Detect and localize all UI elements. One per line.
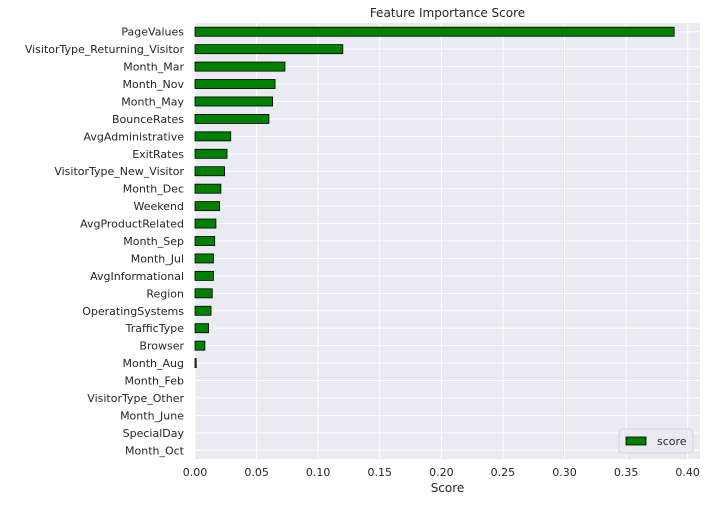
y-tick-label: AvgInformational: [90, 270, 184, 283]
x-tick-label: 0.30: [552, 466, 577, 479]
x-tick-labels: 0.00 0.05 0.10 0.15 0.20 0.25 0.30 0.35 0.40: [183, 466, 700, 479]
x-tick-label: 0.25: [491, 466, 516, 479]
bar-month-sep: [194, 236, 216, 246]
y-tick-label: BounceRates: [112, 113, 184, 126]
x-tick-label: 0.35: [614, 466, 639, 479]
legend-box: [618, 428, 694, 454]
bar-month-mar: [194, 61, 286, 72]
y-tick-label: OperatingSystems: [82, 305, 184, 318]
bar-pagevalues: [194, 26, 675, 37]
y-tick-label: Month_Sep: [123, 235, 184, 248]
y-tick-label: Month_Jul: [131, 252, 184, 265]
y-tick-label: Month_Mar: [123, 61, 184, 74]
legend-swatch: [625, 436, 647, 446]
bars: [194, 26, 675, 369]
y-tick-label: Month_Dec: [123, 183, 184, 196]
bar-traffictype: [194, 323, 209, 334]
y-tick-label: Month_Oct: [125, 444, 185, 457]
bar-browser: [194, 340, 206, 351]
bar-avginformational: [194, 270, 214, 281]
bar-region: [194, 288, 213, 299]
chart-title: Feature Importance Score: [370, 6, 525, 20]
bar-visitortype-returning-visitor: [194, 44, 344, 55]
x-tick-label: 0.05: [244, 466, 269, 479]
y-tick-label: Region: [146, 287, 184, 300]
legend-entry-score: score: [657, 435, 687, 448]
bar-exitrates: [194, 148, 228, 159]
bar-avgproductrelated: [194, 218, 217, 229]
y-tick-label: VisitorType_Returning_Visitor: [25, 43, 185, 56]
y-tick-label: SpecialDay: [123, 427, 185, 440]
y-tick-label: Weekend: [134, 200, 184, 213]
y-tick-label: Month_June: [120, 409, 184, 422]
x-tick-label: 0.00: [183, 466, 208, 479]
x-tick-label: 0.20: [429, 466, 454, 479]
bar-month-dec: [194, 183, 222, 194]
bar-month-may: [194, 96, 273, 107]
y-tick-label: AvgProductRelated: [80, 218, 184, 231]
y-tick-label: TrafficType: [125, 322, 185, 335]
y-tick-label: Month_May: [121, 95, 184, 108]
x-tick-label: 0.10: [306, 466, 331, 479]
y-tick-label: Browser: [139, 340, 184, 353]
y-tick-label: PageValues: [121, 26, 184, 39]
legend: score: [618, 428, 694, 454]
bar-weekend: [194, 201, 221, 212]
bar-month-nov: [194, 79, 276, 89]
bar-bouncerates: [194, 113, 270, 124]
y-tick-label: ExitRates: [132, 148, 184, 161]
x-axis-label: Score: [431, 481, 465, 495]
bar-visitortype-new-visitor: [194, 166, 225, 177]
x-tick-label: 0.15: [368, 466, 393, 479]
bar-month-aug: [194, 358, 197, 369]
y-tick-label: Month_Aug: [123, 357, 184, 370]
bar-avgadministrative: [194, 131, 232, 142]
y-tick-label: VisitorType_New_Visitor: [54, 165, 184, 178]
y-tick-label: Month_Feb: [125, 375, 184, 388]
y-tick-label: VisitorType_Other: [87, 392, 184, 405]
y-tick-labels: PageValues VisitorType_Returning_Visitor M…: [25, 26, 185, 458]
y-tick-label: AvgAdministrative: [84, 130, 185, 143]
y-tick-label: Month_Nov: [123, 78, 185, 91]
x-tick-label: 0.40: [675, 466, 700, 479]
bar-month-jul: [194, 253, 214, 264]
bar-operatingsystems: [194, 305, 212, 316]
